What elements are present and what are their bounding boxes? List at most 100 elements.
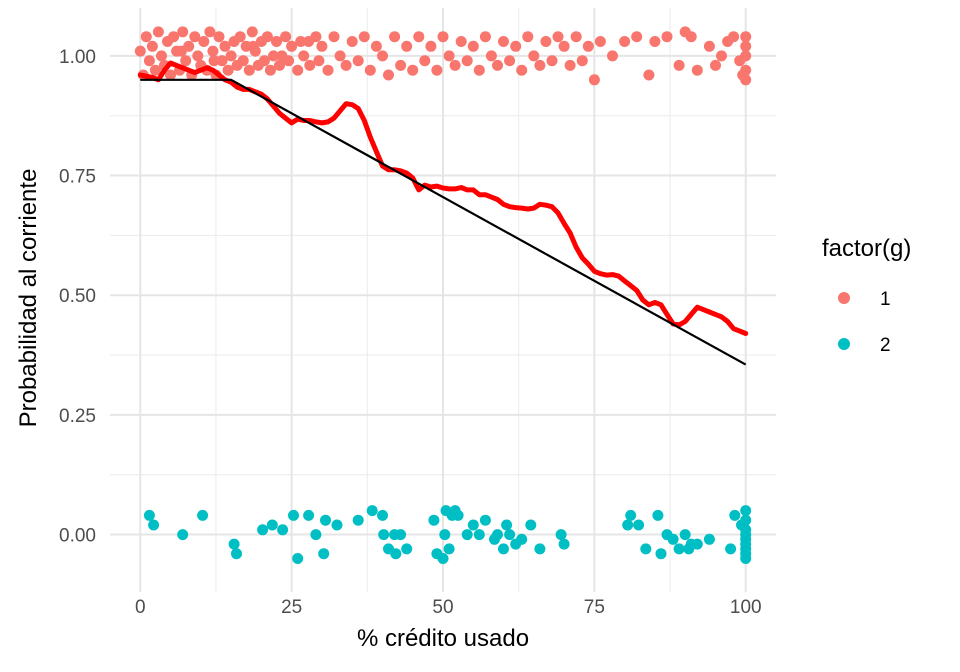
data-point-group-1 bbox=[540, 36, 552, 47]
data-point-group-2 bbox=[320, 514, 331, 526]
data-point-group-2 bbox=[516, 533, 528, 545]
data-point-group-2 bbox=[310, 529, 322, 541]
y-tick-label: 1.00 bbox=[59, 47, 96, 68]
data-point-group-1 bbox=[389, 31, 401, 43]
data-point-group-1 bbox=[340, 59, 352, 71]
y-axis-tick-labels: 0.00 0.25 0.50 0.75 1.00 bbox=[59, 47, 96, 547]
data-point-group-1 bbox=[140, 31, 152, 43]
data-point-group-1 bbox=[528, 50, 540, 62]
fitted-lines bbox=[137, 60, 749, 366]
data-point-group-1 bbox=[192, 50, 204, 62]
data-point-group-1 bbox=[264, 64, 276, 76]
data-point-group-1 bbox=[189, 31, 201, 43]
x-tick-label: 100 bbox=[730, 597, 762, 618]
data-point-group-1 bbox=[473, 64, 485, 76]
data-point-group-1 bbox=[740, 74, 752, 86]
data-point-group-2 bbox=[439, 529, 451, 541]
x-tick-label: 0 bbox=[135, 597, 146, 618]
data-point-group-1 bbox=[156, 50, 167, 62]
data-point-group-1 bbox=[370, 40, 382, 52]
data-point-group-1 bbox=[280, 31, 292, 43]
data-point-group-2 bbox=[498, 543, 509, 555]
legend: factor(g) 1 2 bbox=[822, 235, 911, 356]
data-point-group-1 bbox=[395, 59, 407, 71]
legend-entry-1: 1 bbox=[838, 289, 891, 310]
data-point-group-2 bbox=[177, 529, 189, 541]
legend-label-1: 1 bbox=[880, 289, 891, 310]
data-point-group-2 bbox=[473, 529, 485, 541]
data-point-group-1 bbox=[649, 36, 661, 47]
data-point-group-2 bbox=[479, 514, 491, 526]
legend-key-2 bbox=[838, 338, 850, 350]
data-point-group-1 bbox=[703, 40, 715, 52]
data-points bbox=[134, 26, 752, 564]
data-point-group-1 bbox=[274, 59, 285, 71]
data-point-group-1 bbox=[180, 55, 192, 67]
data-point-group-2 bbox=[640, 543, 652, 555]
legend-title: factor(g) bbox=[822, 235, 911, 262]
data-point-group-1 bbox=[219, 40, 231, 52]
data-point-group-2 bbox=[740, 529, 752, 541]
data-point-group-2 bbox=[740, 514, 752, 526]
data-point-group-2 bbox=[501, 519, 513, 531]
data-point-group-2 bbox=[504, 529, 516, 541]
data-point-group-2 bbox=[679, 529, 691, 541]
data-point-group-2 bbox=[691, 538, 703, 550]
data-point-group-1 bbox=[510, 40, 522, 52]
data-point-group-1 bbox=[204, 26, 216, 38]
data-point-group-1 bbox=[443, 50, 455, 62]
y-axis-title: Probabilidad al corriente bbox=[15, 169, 42, 428]
data-point-group-1 bbox=[576, 55, 588, 67]
data-point-group-2 bbox=[652, 509, 664, 521]
data-point-group-1 bbox=[534, 59, 546, 71]
y-tick-label: 0.75 bbox=[59, 167, 96, 188]
data-point-group-2 bbox=[390, 548, 402, 560]
data-point-group-1 bbox=[334, 50, 346, 62]
data-point-group-1 bbox=[258, 55, 270, 67]
data-point-group-1 bbox=[691, 64, 703, 76]
data-point-group-1 bbox=[607, 50, 618, 62]
legend-key-1 bbox=[838, 292, 850, 304]
data-point-group-2 bbox=[288, 509, 299, 521]
data-point-group-1 bbox=[546, 55, 558, 67]
data-point-group-2 bbox=[437, 553, 449, 564]
data-point-group-1 bbox=[237, 55, 249, 67]
data-point-group-1 bbox=[728, 31, 740, 43]
data-point-group-1 bbox=[243, 64, 255, 76]
data-point-group-1 bbox=[685, 31, 697, 43]
data-point-group-1 bbox=[313, 55, 325, 67]
data-point-group-2 bbox=[525, 519, 537, 531]
data-point-group-2 bbox=[667, 533, 679, 545]
legend-entry-2: 2 bbox=[838, 335, 891, 356]
data-point-group-1 bbox=[425, 40, 437, 52]
data-point-group-2 bbox=[378, 529, 390, 541]
data-point-group-1 bbox=[570, 31, 582, 43]
data-point-group-1 bbox=[504, 55, 516, 67]
data-point-group-1 bbox=[165, 69, 176, 81]
y-tick-label: 0.50 bbox=[59, 286, 96, 307]
data-point-group-1 bbox=[316, 40, 328, 52]
x-axis-tick-labels: 0 25 50 75 100 bbox=[135, 597, 762, 618]
data-point-group-1 bbox=[377, 50, 388, 62]
data-point-group-1 bbox=[631, 31, 643, 43]
data-point-group-1 bbox=[619, 36, 631, 47]
data-point-group-1 bbox=[716, 50, 727, 62]
x-axis-title: % crédito usado bbox=[357, 625, 529, 652]
data-point-group-1 bbox=[303, 36, 315, 47]
data-point-group-2 bbox=[729, 509, 741, 521]
data-point-group-1 bbox=[268, 50, 279, 62]
data-point-group-1 bbox=[492, 59, 503, 71]
data-point-group-2 bbox=[534, 543, 546, 555]
data-point-group-1 bbox=[594, 36, 606, 47]
data-point-group-1 bbox=[328, 31, 340, 43]
data-point-group-2 bbox=[377, 509, 388, 521]
data-point-group-1 bbox=[295, 36, 307, 47]
data-point-group-1 bbox=[322, 64, 334, 76]
data-point-group-1 bbox=[222, 64, 234, 76]
data-point-group-1 bbox=[248, 40, 259, 52]
data-point-group-2 bbox=[467, 519, 479, 531]
data-point-group-2 bbox=[366, 505, 378, 517]
x-tick-label: 25 bbox=[281, 597, 302, 618]
data-point-group-1 bbox=[286, 40, 298, 52]
